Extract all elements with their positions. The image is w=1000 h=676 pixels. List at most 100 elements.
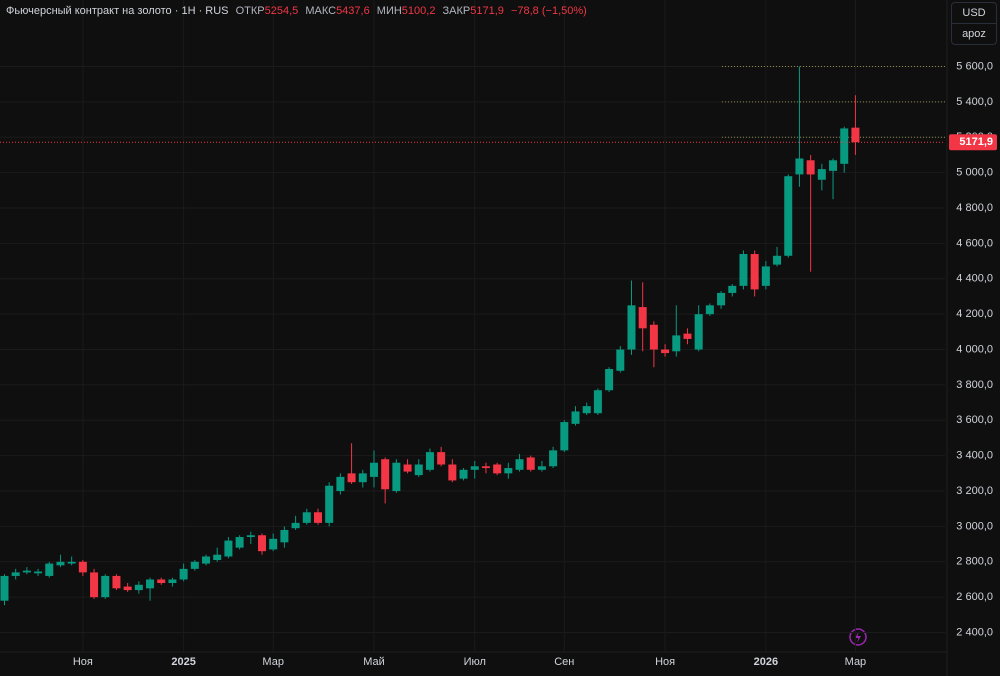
candle-body <box>459 469 468 479</box>
symbol-title: Фьючерсный контракт на золото · 1Н · RUS <box>6 5 229 17</box>
candle-body <box>34 571 43 574</box>
high-key: МАКС <box>305 5 337 17</box>
candle-body <box>123 586 132 591</box>
x-tick-label: Ноя <box>73 656 93 668</box>
candle-body <box>515 459 524 470</box>
candle-body <box>358 473 367 483</box>
x-tick-label: Мар <box>845 656 867 668</box>
candle-body <box>56 561 65 566</box>
candle-body <box>369 462 378 477</box>
candle-body <box>67 561 76 564</box>
candle-body <box>448 464 457 481</box>
candle-body <box>258 535 267 552</box>
y-tick-label: 3 200,0 <box>956 485 993 497</box>
y-tick-label: 4 800,0 <box>956 202 993 214</box>
candle-body <box>672 335 681 352</box>
x-tick-label: Июл <box>464 656 486 668</box>
y-tick-label: 3 000,0 <box>956 520 993 532</box>
x-tick-label: Сен <box>554 656 574 668</box>
high-value: 5437,6 <box>336 5 370 17</box>
candle-body <box>605 368 614 391</box>
candle-body <box>224 540 233 557</box>
candle-body <box>302 512 311 523</box>
candle-body <box>403 464 412 472</box>
currency-button[interactable]: USD <box>951 2 997 24</box>
low-key: МИН <box>376 5 402 17</box>
x-tick-label: Май <box>363 656 385 668</box>
candle-body <box>414 464 423 476</box>
candle-body <box>649 324 658 350</box>
candle-body <box>560 422 569 451</box>
candle-body <box>168 579 177 584</box>
candle-body <box>202 556 211 564</box>
x-tick-label: Мар <box>262 656 284 668</box>
candle-body <box>470 466 479 470</box>
candle-body <box>0 575 9 601</box>
candle-body <box>493 464 502 474</box>
candle-body <box>246 535 255 538</box>
candle-body <box>705 305 714 315</box>
lightning <box>855 631 861 643</box>
candle-body <box>190 561 199 569</box>
y-tick-label: 5 000,0 <box>956 167 993 179</box>
y-tick-label: 4 000,0 <box>956 343 993 355</box>
y-tick-label: 2 400,0 <box>956 626 993 638</box>
x-tick-label: 2026 <box>754 656 778 668</box>
y-tick-label: 5 400,0 <box>956 96 993 108</box>
unit-button[interactable]: apoz <box>951 23 997 45</box>
y-tick-label: 3 600,0 <box>956 414 993 426</box>
y-tick-label: 3 800,0 <box>956 379 993 391</box>
y-tick-label: 5 600,0 <box>956 60 993 72</box>
y-tick-label: 3 400,0 <box>956 450 993 462</box>
candle-body <box>795 158 804 175</box>
last-price-label: 5171,9 <box>959 136 993 148</box>
candle-body <box>761 266 770 286</box>
candle-body <box>683 333 692 339</box>
alert-icon[interactable] <box>849 628 867 646</box>
candle-body <box>773 255 782 265</box>
candle-body <box>11 572 20 576</box>
open-key: ОТКР <box>235 5 265 17</box>
low-value: 5100,2 <box>401 5 436 17</box>
candle-body <box>325 485 334 523</box>
y-tick-label: 4 200,0 <box>956 308 993 320</box>
candle-body <box>638 307 647 329</box>
candle-body <box>481 466 490 469</box>
candle-body <box>571 411 580 424</box>
candle-body <box>694 314 703 350</box>
y-tick-label: 4 400,0 <box>956 273 993 285</box>
candle-body <box>661 349 670 354</box>
candle-body <box>45 563 54 576</box>
candle-body <box>313 512 322 523</box>
change-value: −78,8 (−1,50%) <box>510 5 587 17</box>
candle-body <box>280 529 289 543</box>
candle-body <box>851 127 860 143</box>
candle-body <box>806 160 815 175</box>
candle-body <box>235 537 244 548</box>
candle-body <box>134 584 143 591</box>
candle-body <box>739 254 748 286</box>
candle-body <box>537 466 546 470</box>
candle-body <box>78 561 87 573</box>
candle-body <box>425 452 434 470</box>
candle-body <box>291 522 300 529</box>
candle-body <box>750 254 759 290</box>
y-tick-label: 2 600,0 <box>956 591 993 603</box>
header: Фьючерсный контракт на золото · 1Н · RUS… <box>6 5 587 17</box>
candle-body <box>22 570 31 573</box>
candle-body <box>728 285 737 293</box>
candle-body <box>526 457 535 470</box>
candle-body <box>213 554 222 561</box>
candle-body <box>90 572 99 598</box>
y-tick-label: 2 800,0 <box>956 556 993 568</box>
last-price-box <box>949 134 997 151</box>
candle-body <box>549 450 558 467</box>
candle-body <box>717 292 726 306</box>
close-key: ЗАКР <box>442 5 471 17</box>
candle-body <box>347 473 356 483</box>
candle-body <box>593 390 602 414</box>
candle-body <box>381 459 390 490</box>
x-tick-label: 2025 <box>171 656 195 668</box>
